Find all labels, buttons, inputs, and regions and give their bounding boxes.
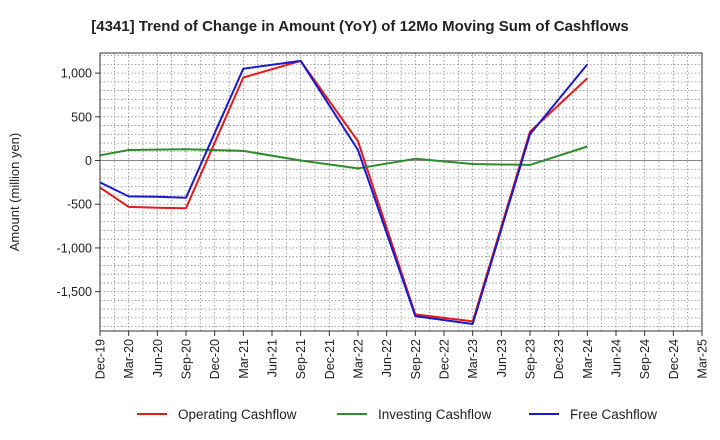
x-tick-label: Dec-24	[667, 339, 681, 379]
x-tick-label: Mar-25	[696, 339, 710, 379]
x-tick-label: Dec-23	[552, 339, 566, 379]
x-tick-label: Dec-22	[438, 339, 452, 379]
x-tick-label: Dec-20	[208, 339, 222, 379]
x-tick-label: Sep-23	[524, 339, 538, 379]
legend: Operating Cashflow Investing Cashflow Free…	[137, 407, 657, 422]
x-tick-label: Mar-20	[122, 339, 136, 379]
x-tick-label: Mar-21	[237, 339, 251, 379]
y-axis-ticks: 1,000 500 0 -500 -1,000 -1,500	[57, 67, 100, 299]
y-tick-label: 0	[85, 154, 92, 168]
x-tick-label: Mar-23	[466, 339, 480, 379]
grid-layer	[99, 53, 703, 331]
series-line-free-cashflow	[99, 59, 589, 325]
x-tick-label: Sep-22	[409, 339, 423, 379]
x-tick-label: Mar-24	[581, 339, 595, 379]
x-tick-label: Sep-21	[294, 339, 308, 379]
y-tick-label: -500	[67, 198, 92, 212]
y-tick-label: -1,500	[57, 285, 92, 299]
x-tick-label: Dec-21	[323, 339, 337, 379]
x-tick-label: Sep-20	[180, 339, 194, 379]
x-tick-label: Jun-20	[151, 339, 165, 377]
x-tick-label: Jun-23	[495, 339, 509, 377]
y-tick-label: -1,000	[57, 241, 92, 255]
x-tick-label: Sep-24	[638, 339, 652, 379]
y-tick-label: 500	[71, 110, 92, 124]
series-layer	[99, 59, 589, 325]
plot-frame	[99, 52, 703, 332]
x-tick-label: Jun-24	[610, 339, 624, 377]
series-line-investing-cashflow	[99, 145, 588, 170]
y-tick-label: 1,000	[61, 67, 92, 81]
legend-label: Investing Cashflow	[378, 407, 492, 422]
chart-title: [4341] Trend of Change in Amount (YoY) o…	[91, 18, 629, 35]
legend-label: Operating Cashflow	[178, 407, 297, 422]
x-tick-label: Jun-21	[266, 339, 280, 377]
y-axis-title: Amount (million yen)	[7, 133, 22, 252]
legend-label: Free Cashflow	[570, 407, 657, 422]
x-tick-label: Mar-22	[352, 339, 366, 379]
x-tick-label: Jun-22	[380, 339, 394, 377]
x-tick-label: Dec-19	[94, 339, 108, 379]
x-axis-ticks: Dec-19 Mar-20 Jun-20 Sep-20 Dec-20 Mar-21 Jun-…	[94, 331, 710, 379]
